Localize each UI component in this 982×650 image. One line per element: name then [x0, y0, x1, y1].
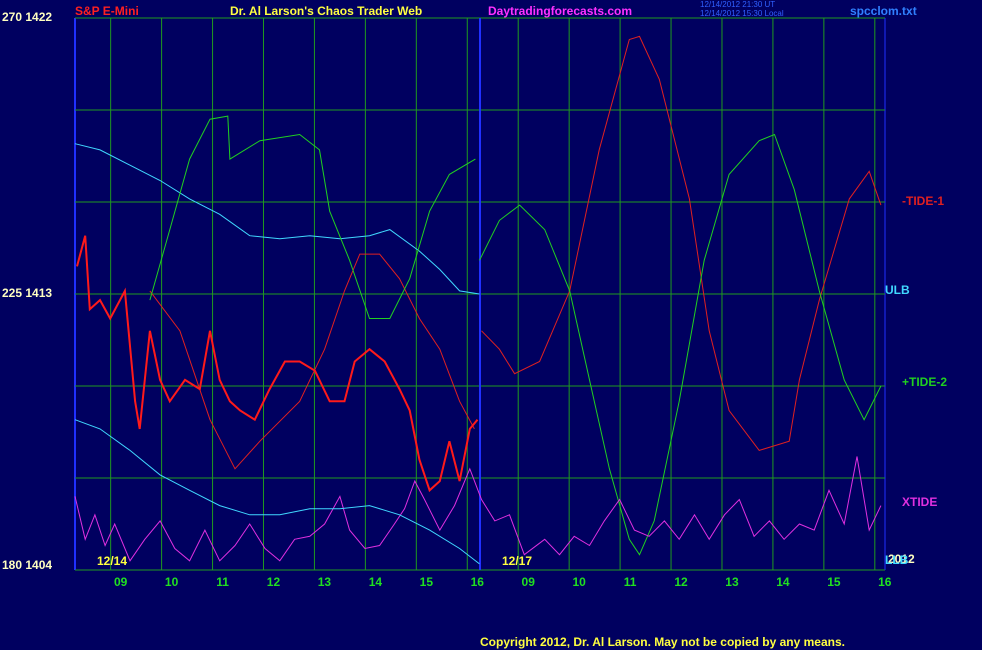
series-label: -TIDE-1	[902, 194, 944, 208]
x-tick-label: 10	[165, 575, 179, 589]
x-tick-label: 09	[114, 575, 128, 589]
y-tick-label: 270 1422	[2, 10, 52, 24]
series-label: +TIDE-2	[902, 375, 947, 389]
copyright: Copyright 2012, Dr. Al Larson. May not b…	[480, 635, 845, 649]
x-tick-label: 09	[522, 575, 536, 589]
x-tick-label: 11	[624, 575, 637, 589]
series-line	[74, 143, 480, 295]
x-tick-label: 15	[420, 575, 434, 589]
x-tick-label: 13	[725, 575, 739, 589]
series-label: ULB	[885, 283, 910, 297]
x-tick-label: 15	[827, 575, 841, 589]
year: 2012	[888, 552, 915, 566]
instrument: S&P E-Mini	[75, 4, 139, 18]
timestamp: 12/14/2012 15:30 Local	[700, 9, 784, 18]
x-tick-label: 14	[776, 575, 790, 589]
series-label: XTIDE	[902, 495, 937, 509]
chart-title: Dr. Al Larson's Chaos Trader Web	[230, 4, 422, 18]
x-tick-label: 13	[318, 575, 332, 589]
y-tick-label: 225 1413	[2, 286, 52, 300]
series-line	[74, 456, 882, 562]
series-line	[149, 35, 882, 470]
series-line	[74, 419, 480, 565]
y-tick-label: 180 1404	[2, 558, 52, 572]
x-tick-label: 16	[878, 575, 892, 589]
x-tick-label: 10	[572, 575, 586, 589]
x-tick-label: 14	[369, 575, 383, 589]
x-tick-label: 16	[471, 575, 485, 589]
x-tick-label: 11	[216, 575, 229, 589]
x-tick-label: 12	[267, 575, 281, 589]
series-line	[149, 115, 882, 556]
series-label: LLB	[885, 553, 909, 567]
timestamp: 12/14/2012 21:30 UT	[700, 0, 775, 9]
day-label: 12/17	[502, 554, 532, 568]
x-tick-label: 12	[674, 575, 688, 589]
day-label: 12/14	[97, 554, 127, 568]
website: Daytradingforecasts.com	[488, 4, 632, 18]
file-name: spcclom.txt	[850, 4, 917, 18]
price-line	[76, 235, 479, 493]
